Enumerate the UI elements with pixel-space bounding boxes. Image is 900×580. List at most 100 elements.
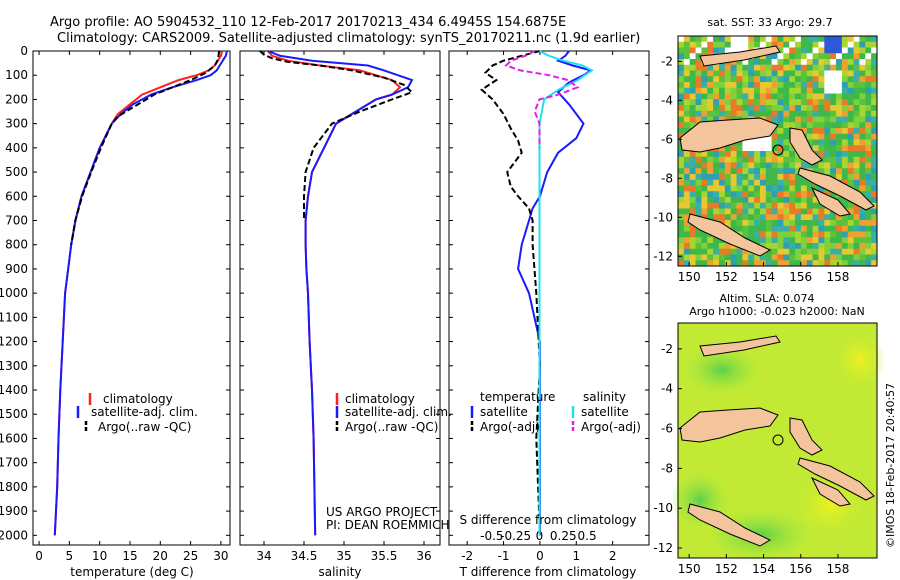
sst-cell — [789, 99, 796, 106]
sst-cell — [771, 254, 778, 261]
sst-cell — [847, 87, 854, 94]
credit-text: ©IMOS 18-Feb-2017 20:40:57 — [884, 383, 897, 548]
sst-cell — [771, 179, 778, 186]
series-line-satellite-adj-clim- — [267, 50, 414, 536]
sst-cell — [836, 59, 843, 66]
sst-cell — [771, 168, 778, 175]
depth-tick-label: 900 — [5, 262, 28, 276]
sst-cell — [754, 197, 761, 204]
sst-cell — [707, 87, 714, 94]
sst-cell — [841, 41, 849, 48]
sst-cell — [806, 162, 813, 169]
sst-cell — [853, 122, 860, 129]
sst-cell — [689, 41, 696, 48]
sst-cell — [678, 237, 685, 244]
sst-cell — [865, 76, 872, 83]
sst-cell — [777, 179, 784, 186]
s-tick-label: 0 — [536, 529, 544, 543]
sst-cell — [718, 214, 726, 221]
sst-cell — [736, 93, 743, 100]
sst-cell — [859, 133, 866, 140]
sst-cell — [683, 64, 690, 71]
sst-cell — [689, 47, 696, 54]
sst-cell — [795, 243, 802, 250]
sst-cell — [783, 208, 790, 215]
sst-cell — [806, 110, 813, 117]
x-tick-label: 0 — [35, 549, 43, 563]
sst-cell — [754, 237, 761, 244]
sst-cell — [847, 145, 854, 152]
sst-cell — [695, 47, 702, 54]
series-line-salinity-argo-adj- — [504, 50, 580, 148]
sst-cell — [736, 36, 743, 43]
sst-cell — [718, 99, 726, 106]
sst-cell — [800, 53, 808, 60]
sst-cell — [830, 243, 837, 250]
sst-cell — [678, 53, 685, 60]
sst-cell — [678, 248, 685, 255]
sst-cell — [765, 231, 772, 238]
sst-cell — [847, 225, 854, 232]
sst-cell — [707, 254, 714, 261]
sst-cell — [836, 105, 843, 112]
sst-cell — [748, 197, 755, 204]
sst-cell — [759, 185, 767, 192]
sst-cell — [789, 243, 796, 250]
sst-cell — [683, 53, 690, 60]
sst-cell — [748, 220, 755, 227]
sst-cell — [759, 87, 767, 94]
sst-cell — [689, 110, 696, 117]
sst-cell — [836, 145, 843, 152]
sst-cell — [707, 156, 714, 163]
sst-cell — [853, 76, 860, 83]
sst-cell — [847, 64, 854, 71]
sst-cell — [771, 82, 778, 89]
sst-cell — [736, 41, 743, 48]
sst-cell — [824, 156, 831, 163]
sst-cell — [748, 185, 755, 192]
lon-tick-label: 152 — [715, 270, 738, 284]
x-tick-label: 35 — [336, 549, 351, 563]
sst-cell — [841, 53, 849, 60]
sst-cell — [859, 168, 866, 175]
sst-cell — [689, 105, 696, 112]
sst-cell — [777, 168, 784, 175]
depth-tick-label: 1100 — [0, 310, 28, 324]
sst-cell — [783, 36, 790, 43]
s-tick-label: 0.25 — [550, 529, 577, 543]
depth-tick-label: 1900 — [0, 504, 28, 518]
sst-cell — [789, 59, 796, 66]
sla-map-title2: Argo h1000: -0.023 h2000: NaN — [689, 305, 865, 318]
lat-tick-label: -10 — [653, 210, 673, 224]
sst-cell — [765, 145, 772, 152]
sst-cell — [742, 162, 749, 169]
sst-cell — [724, 87, 731, 94]
island-solomon-chain-2 — [810, 476, 851, 507]
sst-cell — [847, 110, 854, 117]
sst-cell — [789, 197, 796, 204]
sst-cell — [765, 151, 772, 158]
sst-cell — [871, 243, 878, 250]
sst-cell — [824, 254, 831, 261]
sst-cell — [812, 36, 819, 43]
sst-cell — [736, 47, 743, 54]
sst-cell — [683, 156, 690, 163]
x-tick-label: 0 — [536, 549, 544, 563]
sst-cell — [865, 36, 872, 43]
sst-cell — [789, 185, 796, 192]
sst-cell — [701, 105, 708, 112]
project-line1: US ARGO PROJECT — [326, 505, 438, 519]
depth-tick-label: 300 — [5, 117, 28, 131]
sst-cell — [865, 162, 872, 169]
sst-cell — [789, 220, 796, 227]
difference-legend: temperature salinity satellite Argo(-adj… — [470, 390, 641, 434]
sst-cell — [765, 156, 772, 163]
sst-cell — [701, 47, 708, 54]
sst-cell — [730, 208, 737, 215]
sst-cell — [800, 47, 808, 54]
sst-cell — [865, 139, 872, 146]
sst-cell — [777, 162, 784, 169]
sst-cell — [865, 87, 872, 94]
sst-cell — [765, 220, 772, 227]
sst-cell — [853, 237, 860, 244]
